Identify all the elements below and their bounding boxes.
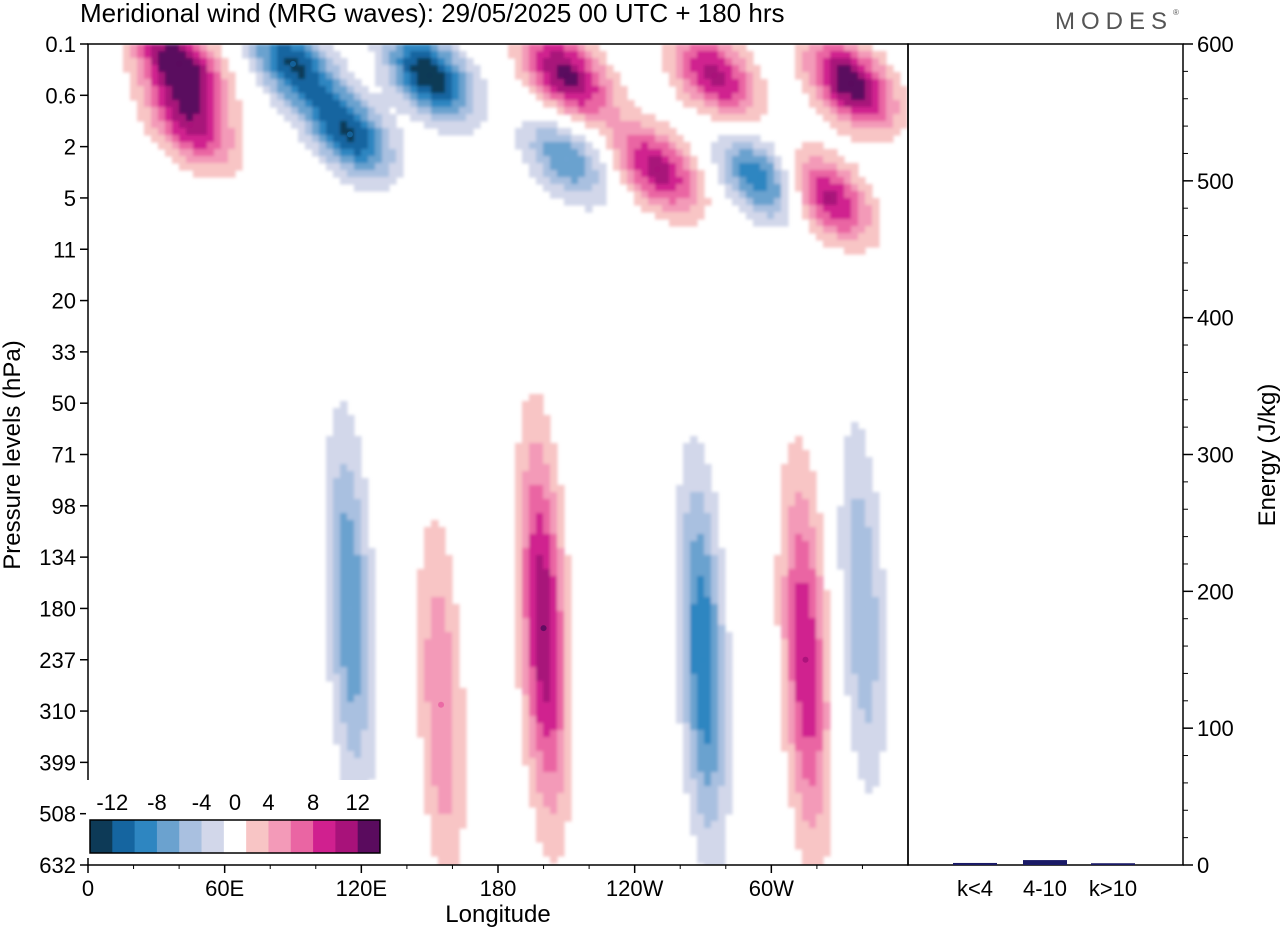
y-tick-label: 508 bbox=[39, 802, 76, 827]
longitude-axis: 0 60E 120E 180 120W 60W bbox=[82, 865, 863, 901]
pressure-axis: 0.1 0.6 2 5 11 20 33 50 71 98 134 180 237 310 399 508 63… bbox=[39, 32, 88, 878]
energy-tick-label: 100 bbox=[1197, 716, 1234, 741]
energy-axis-title: Energy (J/kg) bbox=[1254, 384, 1280, 527]
wavenumber-label: k>10 bbox=[1089, 876, 1137, 901]
colorbar-swatch bbox=[290, 820, 314, 853]
brand-logo: MODES® bbox=[1055, 8, 1179, 36]
energy-tick-label: 500 bbox=[1197, 169, 1234, 194]
colorbar-outline bbox=[89, 819, 381, 854]
colorbar-label: 4 bbox=[262, 790, 274, 815]
wind-feature-point bbox=[711, 72, 718, 79]
y-tick-label: 98 bbox=[52, 494, 76, 519]
energy-tick-label: 0 bbox=[1197, 853, 1209, 878]
wind-feature-point bbox=[756, 174, 763, 181]
x-tick-label: 60W bbox=[749, 876, 794, 901]
energy-axis: 0 100 200 300 400 500 600 bbox=[1183, 32, 1234, 878]
energy-tick-label: 200 bbox=[1197, 579, 1234, 604]
colorbar-swatch bbox=[179, 820, 202, 853]
wind-feature-point bbox=[848, 80, 855, 87]
colorbar-swatch bbox=[313, 820, 336, 853]
energy-tick-label: 400 bbox=[1197, 306, 1234, 331]
y-tick-label: 5 bbox=[64, 186, 76, 211]
wind-feature-point bbox=[540, 625, 547, 632]
colorbar-label: 0 bbox=[229, 790, 241, 815]
x-tick-label: 120E bbox=[336, 876, 387, 901]
contour-field bbox=[123, 44, 908, 865]
wind-feature-point bbox=[438, 701, 445, 708]
energy-bar bbox=[953, 862, 997, 865]
colorbar-swatch bbox=[268, 820, 292, 853]
energy-panel-frame bbox=[907, 43, 1184, 866]
y-tick-label: 399 bbox=[39, 750, 76, 775]
wind-feature-point bbox=[859, 605, 866, 612]
x-tick-label: 180 bbox=[480, 876, 517, 901]
wind-feature-point bbox=[346, 131, 353, 138]
wind-feature-point bbox=[290, 60, 296, 67]
y-tick-label: 310 bbox=[39, 699, 76, 724]
colorbar-swatch bbox=[134, 820, 158, 853]
y-tick-label: 180 bbox=[39, 596, 76, 621]
energy-bar bbox=[1091, 863, 1135, 865]
chart-title: Meridional wind (MRG waves): 29/05/2025 … bbox=[80, 0, 785, 28]
wind-feature-point bbox=[176, 60, 183, 67]
wind-feature-point bbox=[346, 605, 353, 612]
y-tick-label: 20 bbox=[52, 289, 76, 314]
y-tick-label: 71 bbox=[52, 443, 76, 468]
colorbar: -12 -8 -4 0 4 8 12 bbox=[86, 780, 384, 858]
x-tick-label: 120W bbox=[606, 876, 664, 901]
y-tick-label: 632 bbox=[39, 853, 76, 878]
wind-feature-point bbox=[563, 72, 570, 79]
wind-feature-point bbox=[654, 166, 661, 173]
y-axis-title: Pressure levels (hPa) bbox=[0, 340, 26, 569]
wind-feature-point bbox=[563, 156, 570, 163]
colorbar-swatch bbox=[357, 820, 381, 853]
colorbar-label: -8 bbox=[147, 790, 167, 815]
wavenumber-axis: k<4 4-10 k>10 bbox=[957, 876, 1137, 901]
y-tick-label: 2 bbox=[64, 135, 76, 160]
wavenumber-label: 4-10 bbox=[1023, 876, 1067, 901]
colorbar-label: -12 bbox=[96, 790, 128, 815]
y-tick-label: 237 bbox=[39, 648, 76, 673]
energy-bar bbox=[1023, 860, 1067, 865]
x-axis-title: Longitude bbox=[445, 901, 550, 928]
energy-bars bbox=[953, 860, 1135, 865]
y-tick-label: 50 bbox=[52, 391, 76, 416]
colorbar-swatch bbox=[90, 820, 113, 853]
colorbar-label: 8 bbox=[307, 790, 319, 815]
x-tick-label: 0 bbox=[82, 876, 94, 901]
wind-feature-point bbox=[825, 194, 832, 201]
y-tick-label: 134 bbox=[39, 545, 76, 570]
colorbar-swatch bbox=[246, 820, 269, 853]
wind-feature-point bbox=[187, 121, 194, 128]
colorbar-swatch bbox=[335, 820, 359, 853]
wind-feature-point bbox=[802, 656, 809, 663]
energy-tick-label: 300 bbox=[1197, 443, 1234, 468]
colorbar-swatch bbox=[223, 820, 247, 853]
wind-features bbox=[176, 60, 866, 708]
colorbar-swatch bbox=[201, 820, 225, 853]
y-tick-label: 0.6 bbox=[45, 83, 76, 108]
y-tick-label: 0.1 bbox=[45, 32, 76, 57]
colorbar-swatch bbox=[156, 820, 180, 853]
x-tick-label: 60E bbox=[205, 876, 244, 901]
colorbar-label: 12 bbox=[345, 790, 369, 815]
wind-feature-point bbox=[426, 72, 433, 79]
brand-trademark: ® bbox=[1173, 8, 1179, 17]
wavenumber-label: k<4 bbox=[957, 876, 993, 901]
brand-name: MODES bbox=[1055, 8, 1174, 35]
y-tick-label: 11 bbox=[53, 237, 76, 262]
y-tick-label: 33 bbox=[52, 340, 76, 365]
energy-tick-label: 600 bbox=[1197, 32, 1234, 57]
colorbar-swatch bbox=[112, 820, 136, 853]
colorbar-label: -4 bbox=[192, 790, 212, 815]
wind-feature-point bbox=[700, 656, 706, 663]
